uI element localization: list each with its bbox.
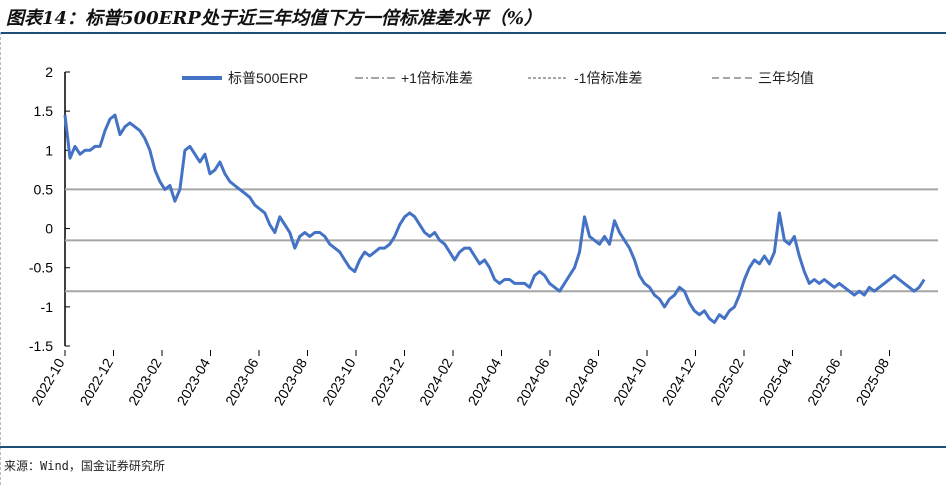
- y-tick-label: -1: [41, 299, 54, 315]
- y-tick-label: -0.5: [29, 260, 53, 276]
- x-tick-label: 2024-02: [416, 355, 456, 408]
- legend-label: 标普500ERP: [228, 70, 308, 86]
- legend-label: 三年均值: [758, 70, 814, 86]
- x-tick-label: 2024-06: [513, 355, 553, 408]
- x-tick-label: 2025-02: [707, 355, 747, 408]
- x-tick-label: 2025-06: [804, 355, 844, 408]
- x-tick-label: 2025-08: [853, 355, 893, 408]
- y-tick-label: 1.5: [34, 103, 54, 119]
- y-tick-label: -1.5: [29, 338, 53, 354]
- x-tick-label: 2024-08: [562, 355, 602, 408]
- source-note: 来源：Wind，国金证券研究所: [4, 459, 165, 473]
- x-tick-label: 2022-10: [28, 355, 68, 408]
- x-tick-label: 2023-10: [319, 355, 359, 408]
- source-divider: [0, 446, 946, 448]
- y-tick-label: 0: [45, 221, 53, 237]
- x-tick-label: 2023-02: [125, 355, 165, 408]
- y-tick-label: 2: [45, 64, 53, 80]
- x-tick-label: 2023-08: [271, 355, 311, 408]
- chart-title: 图表14：标普500ERP处于近三年均值下方一倍标准差水平（%）: [6, 8, 542, 29]
- title-divider: [0, 32, 946, 34]
- x-tick-label: 2022-12: [77, 355, 117, 408]
- x-tick-label: 2024-10: [610, 355, 650, 408]
- frame-border: [0, 32, 2, 485]
- legend-label: -1倍标准差: [574, 70, 642, 86]
- y-tick-label: 1: [45, 142, 53, 158]
- legend-label: +1倍标准差: [401, 70, 473, 86]
- x-tick-label: 2023-04: [174, 355, 214, 408]
- x-tick-label: 2023-06: [222, 355, 262, 408]
- series-line-erp: [63, 113, 926, 324]
- y-tick-label: 0.5: [34, 181, 54, 197]
- x-tick-label: 2023-12: [368, 355, 408, 408]
- x-tick-label: 2024-04: [465, 355, 505, 408]
- x-tick-label: 2024-12: [659, 355, 699, 408]
- x-tick-label: 2025-04: [756, 355, 796, 408]
